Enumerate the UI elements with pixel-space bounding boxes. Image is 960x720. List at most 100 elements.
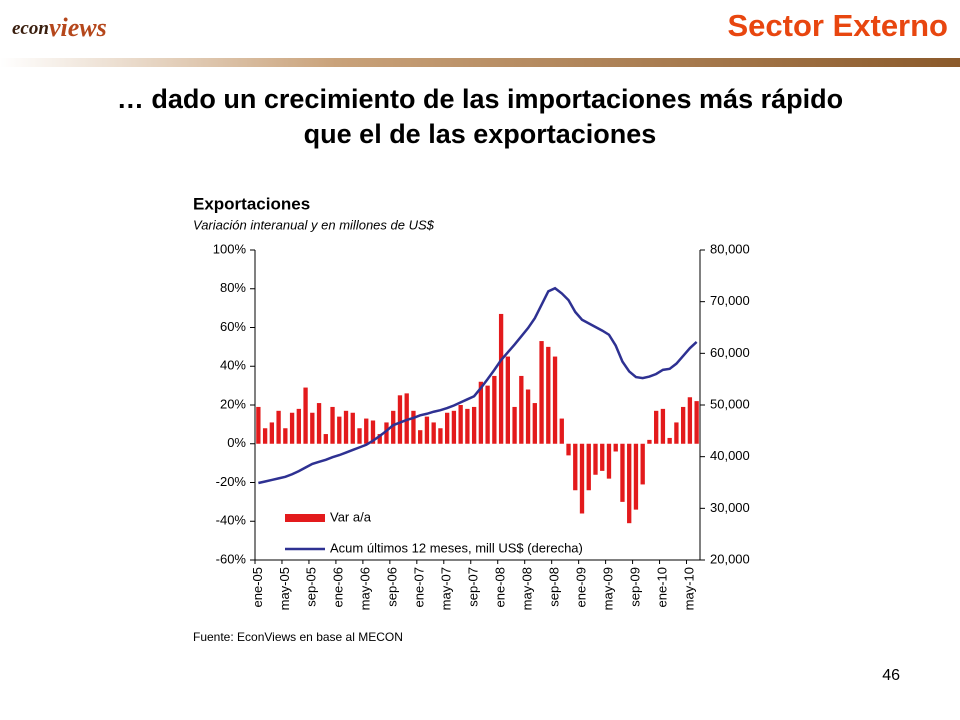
bar <box>532 403 537 444</box>
section-title: Sector Externo <box>727 8 948 43</box>
bar <box>357 428 362 444</box>
bar <box>343 410 349 444</box>
y2-tick-label: 40,000 <box>710 448 750 463</box>
x-tick-label: may-10 <box>681 567 696 610</box>
bar <box>431 422 436 444</box>
bar <box>492 375 497 444</box>
source-note: Fuente: EconViews en base al MECON <box>193 630 403 644</box>
x-tick-label: may-08 <box>520 567 535 610</box>
bar <box>296 408 301 444</box>
page-number: 46 <box>882 667 900 684</box>
y-tick-label: 80% <box>220 280 246 295</box>
bar <box>424 416 430 444</box>
y-tick-label: 40% <box>220 358 246 373</box>
bar <box>573 443 578 491</box>
bar <box>687 397 693 444</box>
bar <box>370 420 376 444</box>
x-tick-label: may-07 <box>439 567 454 610</box>
bar <box>512 406 517 444</box>
legend-label: Var a/a <box>330 509 372 524</box>
bar <box>559 418 564 444</box>
bar <box>445 412 450 444</box>
x-tick-label: sep-05 <box>304 567 319 607</box>
bar <box>289 412 295 444</box>
line <box>258 286 698 485</box>
logo-part: views <box>49 13 107 42</box>
bar <box>377 434 382 444</box>
bar <box>418 430 423 444</box>
bar <box>586 443 591 491</box>
y-tick-label: 100% <box>213 241 247 256</box>
x-tick-label: ene-09 <box>573 567 588 607</box>
bar <box>640 443 645 485</box>
x-tick-label: ene-08 <box>493 567 508 607</box>
y-tick-label: 0% <box>227 435 246 450</box>
legend-swatch <box>285 514 325 522</box>
bar <box>694 401 699 444</box>
x-tick-label: sep-09 <box>627 567 642 607</box>
bar <box>458 405 463 444</box>
x-tick-label: may-05 <box>277 567 292 610</box>
y-tick-label: 60% <box>220 319 246 334</box>
bar <box>546 346 551 444</box>
x-tick-label: sep-08 <box>546 567 561 607</box>
headline: que el de las exportaciones <box>304 119 657 149</box>
bar <box>606 443 612 479</box>
x-tick-label: sep-07 <box>466 567 481 607</box>
bar <box>276 410 281 444</box>
x-tick-label: ene-10 <box>654 567 669 607</box>
bar <box>566 443 571 456</box>
bar <box>505 356 510 444</box>
header-band <box>0 58 960 67</box>
bar <box>620 443 625 502</box>
bar <box>391 410 396 444</box>
headline: … dado un crecimiento de las importacion… <box>117 84 843 114</box>
bar <box>593 443 598 475</box>
bar <box>465 408 470 444</box>
y-tick-label: -40% <box>216 513 247 528</box>
bar <box>654 410 659 444</box>
bar <box>350 412 355 444</box>
x-tick-label: may-06 <box>358 567 373 610</box>
bar <box>485 385 490 444</box>
y2-tick-label: 60,000 <box>710 345 750 360</box>
bar <box>519 375 524 444</box>
y-tick-label: -60% <box>216 551 247 566</box>
bar <box>310 412 315 444</box>
bar <box>337 416 342 444</box>
bar <box>478 381 484 444</box>
bar <box>680 406 686 444</box>
bar <box>660 408 666 444</box>
bar <box>364 418 369 444</box>
bar <box>397 395 403 444</box>
bar <box>613 443 618 452</box>
bar <box>674 422 679 444</box>
bar <box>525 389 531 444</box>
chart-subtitle: Variación interanual y en millones de US… <box>193 217 435 232</box>
bar <box>647 439 652 444</box>
bar <box>404 393 409 444</box>
bar <box>269 422 275 444</box>
y2-tick-label: 20,000 <box>710 551 750 566</box>
x-tick-label: ene-05 <box>250 567 265 607</box>
y2-tick-label: 80,000 <box>710 241 750 256</box>
logo: econviews <box>12 13 107 42</box>
x-tick-label: ene-06 <box>331 567 346 607</box>
bar <box>600 443 605 471</box>
bar <box>303 387 308 444</box>
bar <box>552 356 558 444</box>
bar <box>262 428 268 444</box>
x-tick-label: may-09 <box>600 567 615 610</box>
bar <box>323 434 328 444</box>
bar <box>451 410 457 444</box>
bar <box>667 437 672 444</box>
plot: -60% -40% -20% 0% 20% 40% 60% 80% 100% 20,000 30,0… <box>213 241 750 610</box>
legend-label: Acum últimos 12 meses, mill US$ (derecha… <box>330 540 583 555</box>
bar <box>633 443 639 510</box>
chart-title: Exportaciones <box>193 194 310 213</box>
x-tick-label: sep-06 <box>385 567 400 607</box>
bar <box>411 410 416 444</box>
y2-tick-label: 30,000 <box>710 500 750 515</box>
